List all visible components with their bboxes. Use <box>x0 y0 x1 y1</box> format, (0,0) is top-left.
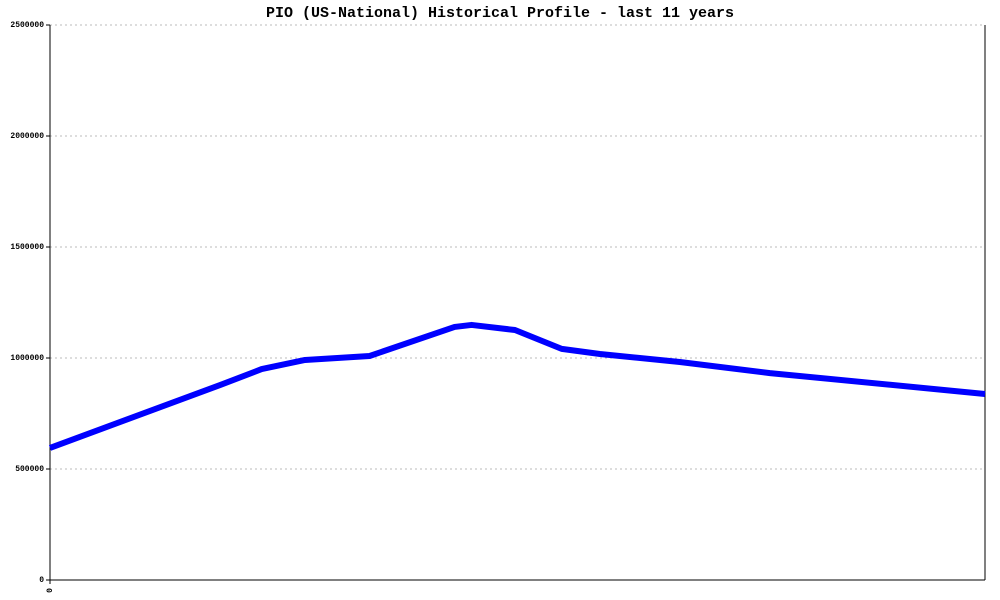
y-tick-label: 2500000 <box>10 21 44 30</box>
y-tick-label: 1500000 <box>10 243 44 252</box>
y-tick-label: 1000000 <box>10 354 44 363</box>
data-line <box>48 321 986 451</box>
y-tick-label: 500000 <box>15 465 44 474</box>
chart-title: PIO (US-National) Historical Profile - l… <box>266 5 734 22</box>
y-tick-label: 0 <box>39 576 44 585</box>
x-tick-label: 0 <box>46 588 55 593</box>
y-tick-label: 2000000 <box>10 132 44 141</box>
